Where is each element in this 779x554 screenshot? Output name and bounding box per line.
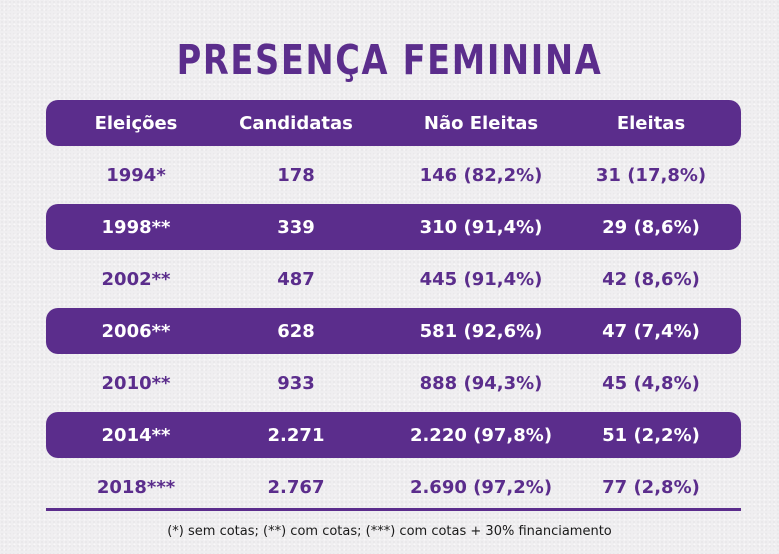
table-cell-eleitas: 42 (8,6%) bbox=[602, 268, 700, 290]
table-cell-eleitas: 31 (17,8%) bbox=[595, 164, 707, 186]
table-header-row: Eleições Candidatas Não Eleitas Eleitas bbox=[46, 100, 741, 146]
table-cell-year: 1994* bbox=[106, 164, 166, 186]
table-cell-candidatas: 628 bbox=[277, 320, 315, 342]
table-cell-nao-eleitas: 581 (92,6%) bbox=[419, 320, 543, 342]
table-cell-nao-eleitas: 888 (94,3%) bbox=[419, 372, 543, 394]
table-cell-year: 2006** bbox=[101, 320, 171, 342]
table-cell-eleitas: 77 (2,8%) bbox=[602, 476, 700, 498]
header-cell-eleitas: Eleitas bbox=[616, 112, 686, 134]
table-cell-candidatas: 487 bbox=[277, 268, 315, 290]
table-row: 1998** 339 310 (91,4%) 29 (8,6%) bbox=[46, 204, 741, 250]
table-bottom-divider bbox=[46, 508, 741, 511]
table-cell-eleitas: 47 (7,4%) bbox=[602, 320, 700, 342]
table-cell-nao-eleitas: 310 (91,4%) bbox=[419, 216, 543, 238]
header-cell-nao-eleitas: Não Eleitas bbox=[423, 112, 539, 134]
table-cell-candidatas: 2.767 bbox=[267, 476, 325, 498]
table-cell-nao-eleitas: 146 (82,2%) bbox=[419, 164, 543, 186]
table-row: 2018*** 2.767 2.690 (97,2%) 77 (2,8%) bbox=[46, 461, 741, 513]
table-cell-nao-eleitas: 2.220 (97,8%) bbox=[409, 424, 553, 446]
table-row: 2014** 2.271 2.220 (97,8%) 51 (2,2%) bbox=[46, 412, 741, 458]
table-cell-year: 2014** bbox=[101, 424, 171, 446]
table-cell-candidatas: 339 bbox=[277, 216, 315, 238]
table-cell-nao-eleitas: 445 (91,4%) bbox=[419, 268, 543, 290]
table-row: 2010** 933 888 (94,3%) 45 (4,8%) bbox=[46, 357, 741, 409]
chart-title: PRESENÇA FEMININA bbox=[176, 36, 603, 84]
table-cell-nao-eleitas: 2.690 (97,2%) bbox=[409, 476, 553, 498]
table-cell-candidatas: 933 bbox=[277, 372, 315, 394]
data-table: Eleições Candidatas Não Eleitas Eleitas … bbox=[46, 100, 741, 513]
table-cell-eleitas: 45 (4,8%) bbox=[602, 372, 700, 394]
table-cell-year: 2018*** bbox=[96, 476, 176, 498]
table-cell-eleitas: 29 (8,6%) bbox=[602, 216, 700, 238]
table-row: 1994* 178 146 (82,2%) 31 (17,8%) bbox=[46, 149, 741, 201]
table-row: 2006** 628 581 (92,6%) 47 (7,4%) bbox=[46, 308, 741, 354]
table-cell-year: 1998** bbox=[101, 216, 171, 238]
table-cell-candidatas: 178 bbox=[277, 164, 315, 186]
table-cell-candidatas: 2.271 bbox=[267, 424, 325, 446]
table-cell-year: 2002** bbox=[101, 268, 171, 290]
header-cell-candidatas: Candidatas bbox=[239, 112, 353, 134]
header-cell-eleicoes: Eleições bbox=[94, 112, 178, 134]
footnote: (*) sem cotas; (**) com cotas; (***) com… bbox=[167, 524, 612, 539]
table-cell-eleitas: 51 (2,2%) bbox=[602, 424, 700, 446]
table-row: 2002** 487 445 (91,4%) 42 (8,6%) bbox=[46, 253, 741, 305]
table-cell-year: 2010** bbox=[101, 372, 171, 394]
